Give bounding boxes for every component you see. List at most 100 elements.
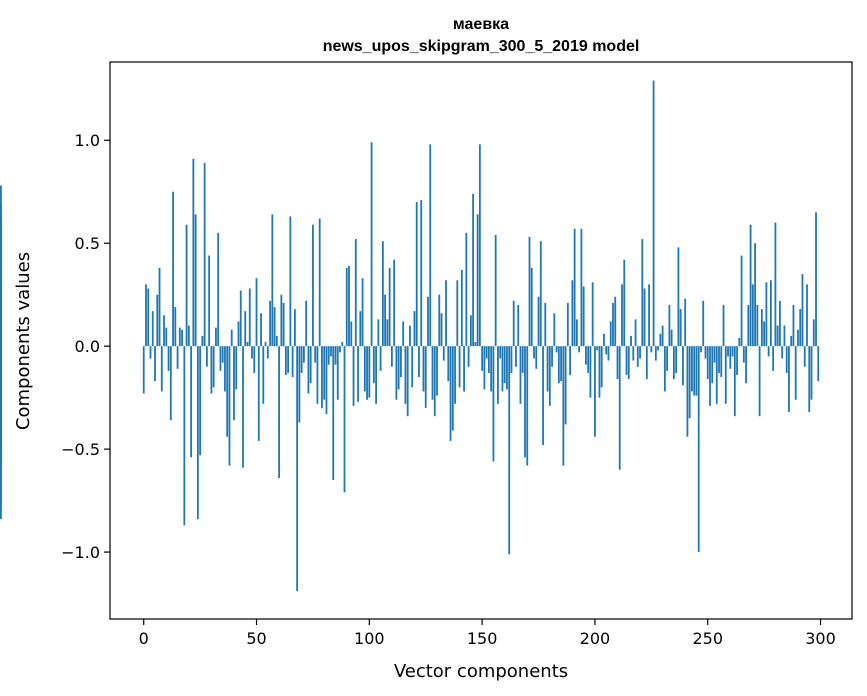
bar xyxy=(557,346,560,384)
bar xyxy=(246,342,249,347)
bar xyxy=(650,346,653,353)
bar xyxy=(785,346,788,373)
bar xyxy=(0,346,2,355)
bar xyxy=(684,298,687,347)
bar xyxy=(553,313,556,347)
bar xyxy=(794,346,797,400)
bar xyxy=(727,346,729,357)
bar xyxy=(293,309,296,347)
bar xyxy=(749,224,752,347)
bar xyxy=(738,337,741,347)
bar xyxy=(616,346,619,380)
bar xyxy=(469,315,472,347)
bar xyxy=(627,346,630,380)
bar xyxy=(350,321,353,347)
bar xyxy=(711,346,714,384)
bar xyxy=(709,346,711,406)
bar xyxy=(731,346,734,357)
bar xyxy=(330,346,332,357)
bar xyxy=(406,346,409,417)
bar xyxy=(790,335,793,347)
bar xyxy=(763,321,766,347)
bar xyxy=(578,346,581,353)
bar xyxy=(454,346,456,404)
bar xyxy=(605,346,608,355)
bar xyxy=(289,216,292,347)
bar xyxy=(747,304,750,347)
bar xyxy=(230,329,233,347)
bar xyxy=(449,346,452,441)
bar xyxy=(187,325,190,347)
bar xyxy=(409,325,411,347)
bar xyxy=(176,346,179,369)
bar xyxy=(215,327,217,347)
bar xyxy=(490,346,493,392)
bar xyxy=(266,346,269,359)
bars-group xyxy=(0,80,820,592)
bar xyxy=(429,144,432,347)
bar xyxy=(212,346,215,388)
bar xyxy=(291,346,294,378)
x-tick-label: 200 xyxy=(580,629,611,648)
bar xyxy=(154,346,156,382)
bar xyxy=(704,346,707,359)
bar xyxy=(706,346,709,380)
bar xyxy=(571,280,574,347)
bar xyxy=(591,282,594,347)
bar xyxy=(172,191,174,347)
bar xyxy=(474,342,477,347)
bar xyxy=(436,346,438,396)
bar xyxy=(675,346,678,373)
bar xyxy=(503,346,506,384)
bar xyxy=(395,346,398,400)
bar xyxy=(521,346,524,373)
bar xyxy=(309,346,312,384)
bar xyxy=(609,321,612,347)
bar xyxy=(677,247,680,347)
bar xyxy=(589,346,592,398)
bar xyxy=(582,286,585,347)
bar xyxy=(248,288,251,347)
bar xyxy=(760,309,763,347)
x-tick-label: 100 xyxy=(354,629,385,648)
bar xyxy=(442,346,445,361)
bar xyxy=(539,241,542,347)
bar xyxy=(217,232,220,347)
bar xyxy=(307,346,310,394)
x-axis-ticks: 0 50 100 150 200 250 300 xyxy=(139,619,836,648)
bar xyxy=(284,346,287,375)
bar xyxy=(603,333,605,347)
bar xyxy=(242,346,244,468)
bar xyxy=(659,333,662,347)
chart-subtitle: news_upos_skipgram_300_5_2019 model xyxy=(323,38,640,55)
bar xyxy=(239,290,242,347)
bar xyxy=(271,214,274,347)
bar xyxy=(478,144,481,347)
bar xyxy=(733,346,736,417)
bar xyxy=(235,346,238,390)
bar xyxy=(390,346,393,367)
bar xyxy=(431,346,434,400)
bar xyxy=(722,304,725,347)
bar xyxy=(269,300,271,347)
bar xyxy=(783,325,786,347)
bar xyxy=(228,346,231,466)
bar xyxy=(645,346,648,380)
bar xyxy=(465,232,468,347)
bar xyxy=(316,346,319,404)
bar xyxy=(303,346,305,363)
bar xyxy=(257,346,260,441)
bar xyxy=(803,346,806,367)
bar xyxy=(519,346,522,404)
bar xyxy=(587,346,590,373)
bar xyxy=(411,346,414,388)
bar xyxy=(736,346,738,375)
bar xyxy=(377,319,380,347)
bar xyxy=(799,309,802,347)
bar xyxy=(729,346,732,369)
bar xyxy=(670,329,673,347)
bar xyxy=(751,284,754,347)
bar xyxy=(756,304,759,347)
bar xyxy=(260,313,262,347)
